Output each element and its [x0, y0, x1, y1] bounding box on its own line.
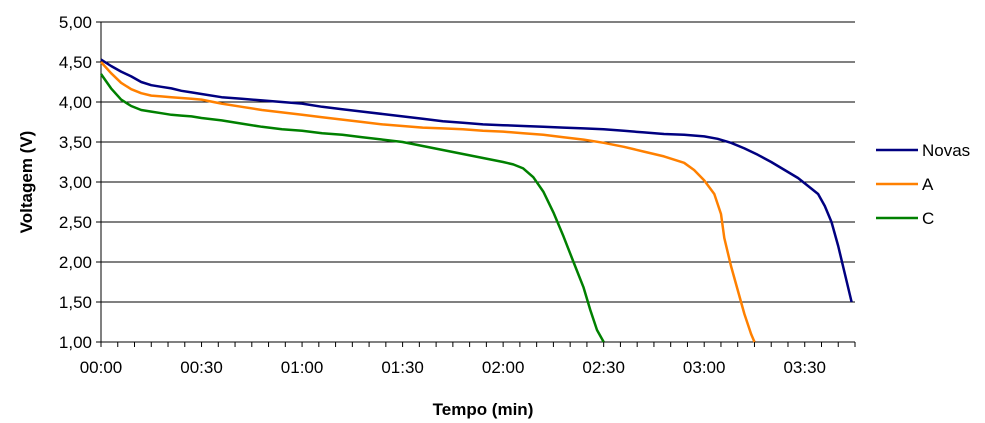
y-tick-label: 4,50 [59, 53, 92, 72]
y-tick-label: 2,50 [59, 213, 92, 232]
x-tick-label: 00:30 [180, 358, 223, 377]
gridlines [101, 21, 855, 343]
x-tick-label: 00:00 [80, 358, 123, 377]
y-tick-label: 2,00 [59, 253, 92, 272]
series-line-a [100, 61, 756, 343]
x-tick-label: 03:00 [683, 358, 726, 377]
y-tick-label: 5,00 [59, 13, 92, 32]
legend-label: A [922, 175, 934, 194]
x-tick-label: 01:30 [381, 358, 424, 377]
y-tick-label: 3,50 [59, 133, 92, 152]
series-lines [99, 58, 853, 343]
x-axis-ticks: 00:00 00:30 01:00 01:30 02:00 02:30 03:00 03:30 [80, 342, 856, 377]
x-tick-label: 02:00 [482, 358, 525, 377]
legend-label: Novas [922, 141, 970, 160]
y-axis-title: Voltagem (V) [17, 131, 36, 234]
y-tick-label: 3,00 [59, 173, 92, 192]
y-tick-label: 4,00 [59, 93, 92, 112]
series-line-novas [100, 58, 853, 303]
legend: Novas AC [876, 141, 970, 228]
x-tick-label: 03:30 [783, 358, 826, 377]
legend-label: C [922, 209, 934, 228]
y-axis-ticks: 5,00 4,50 4,00 3,50 3,00 2,50 2,00 1,50 1,00 [59, 13, 101, 352]
x-axis-title: Tempo (min) [433, 400, 534, 419]
y-tick-label: 1,00 [59, 333, 92, 352]
x-tick-label: 02:30 [582, 358, 625, 377]
series-line-c [99, 73, 605, 343]
y-tick-label: 1,50 [59, 293, 92, 312]
x-tick-label: 01:00 [281, 358, 324, 377]
